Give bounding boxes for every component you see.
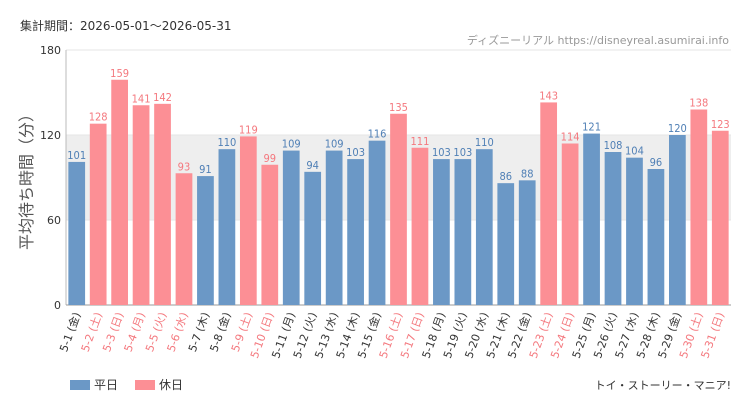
bar xyxy=(282,150,300,305)
legend-label: 休日 xyxy=(159,378,183,392)
bar-value-label: 103 xyxy=(346,146,365,159)
bar xyxy=(497,183,515,305)
bar-value-label: 123 xyxy=(711,118,730,131)
bar-value-label: 86 xyxy=(499,170,512,183)
bar-value-label: 110 xyxy=(475,136,494,149)
bar-value-label: 142 xyxy=(153,91,172,104)
bar xyxy=(604,152,622,305)
bar xyxy=(239,136,257,305)
bar-value-label: 94 xyxy=(306,159,319,172)
bar xyxy=(540,102,558,306)
bar xyxy=(390,113,407,305)
period-label: 集計期間：2026-05-01～2026-05-31 xyxy=(20,18,231,33)
bar xyxy=(583,133,600,305)
bar-value-label: 111 xyxy=(411,135,430,148)
bar-value-label: 120 xyxy=(668,122,687,135)
bar-value-label: 88 xyxy=(521,167,534,180)
bar-value-label: 110 xyxy=(217,136,236,149)
bar-value-label: 141 xyxy=(132,92,151,105)
bar xyxy=(433,159,450,305)
bar xyxy=(154,103,171,305)
source-label: ディズニーリアル https://disneyreal.asumirai.inf… xyxy=(467,33,729,47)
bar xyxy=(368,140,386,305)
bar-value-label: 159 xyxy=(110,67,129,80)
bar xyxy=(218,149,236,305)
bar xyxy=(626,157,643,305)
bar xyxy=(690,109,708,305)
bar xyxy=(647,169,665,305)
y-tick-label: 60 xyxy=(47,214,61,227)
bar-value-label: 93 xyxy=(178,160,191,173)
legend-label: 平日 xyxy=(94,378,118,392)
bar-value-label: 99 xyxy=(263,152,276,165)
bar xyxy=(347,159,364,305)
bar xyxy=(711,130,729,305)
bar-value-label: 114 xyxy=(561,131,580,144)
bar xyxy=(261,164,279,305)
bar xyxy=(561,143,579,305)
bar-value-label: 128 xyxy=(89,111,108,124)
y-tick-label: 120 xyxy=(40,129,61,142)
bar-value-label: 103 xyxy=(453,146,472,159)
bar-value-label: 103 xyxy=(432,146,451,159)
y-tick-label: 0 xyxy=(54,299,61,312)
bar xyxy=(68,161,86,305)
attraction-name: トイ・ストーリー・マニア! xyxy=(595,379,731,392)
bar-value-label: 96 xyxy=(650,156,663,169)
bar-value-label: 135 xyxy=(389,101,408,114)
legend-swatch xyxy=(135,380,155,390)
bar xyxy=(175,173,193,305)
bar-value-label: 109 xyxy=(282,138,301,151)
bar xyxy=(132,105,150,305)
bar-value-label: 119 xyxy=(239,123,258,136)
y-tick-label: 180 xyxy=(40,44,61,57)
bar xyxy=(325,150,343,305)
bar-value-label: 143 xyxy=(539,89,558,102)
bar-value-label: 108 xyxy=(604,139,623,152)
bar-value-label: 116 xyxy=(368,128,387,141)
bar-value-label: 138 xyxy=(689,97,708,110)
bar xyxy=(304,171,322,305)
bar xyxy=(475,149,493,305)
legend: 平日 休日 xyxy=(70,378,183,392)
legend-swatch xyxy=(70,380,90,390)
bar xyxy=(518,180,536,305)
bar xyxy=(669,135,686,305)
bar-value-label: 101 xyxy=(67,149,86,162)
y-axis-label: 平均待ち時間（分） xyxy=(17,106,36,250)
bar-value-label: 109 xyxy=(325,138,344,151)
bar xyxy=(454,159,472,305)
bar xyxy=(411,147,429,305)
bar xyxy=(89,123,107,306)
bar-value-label: 104 xyxy=(625,145,644,158)
bar-value-label: 121 xyxy=(582,121,601,134)
bar-value-label: 91 xyxy=(199,163,212,176)
bar xyxy=(197,176,214,305)
bar xyxy=(111,79,128,305)
